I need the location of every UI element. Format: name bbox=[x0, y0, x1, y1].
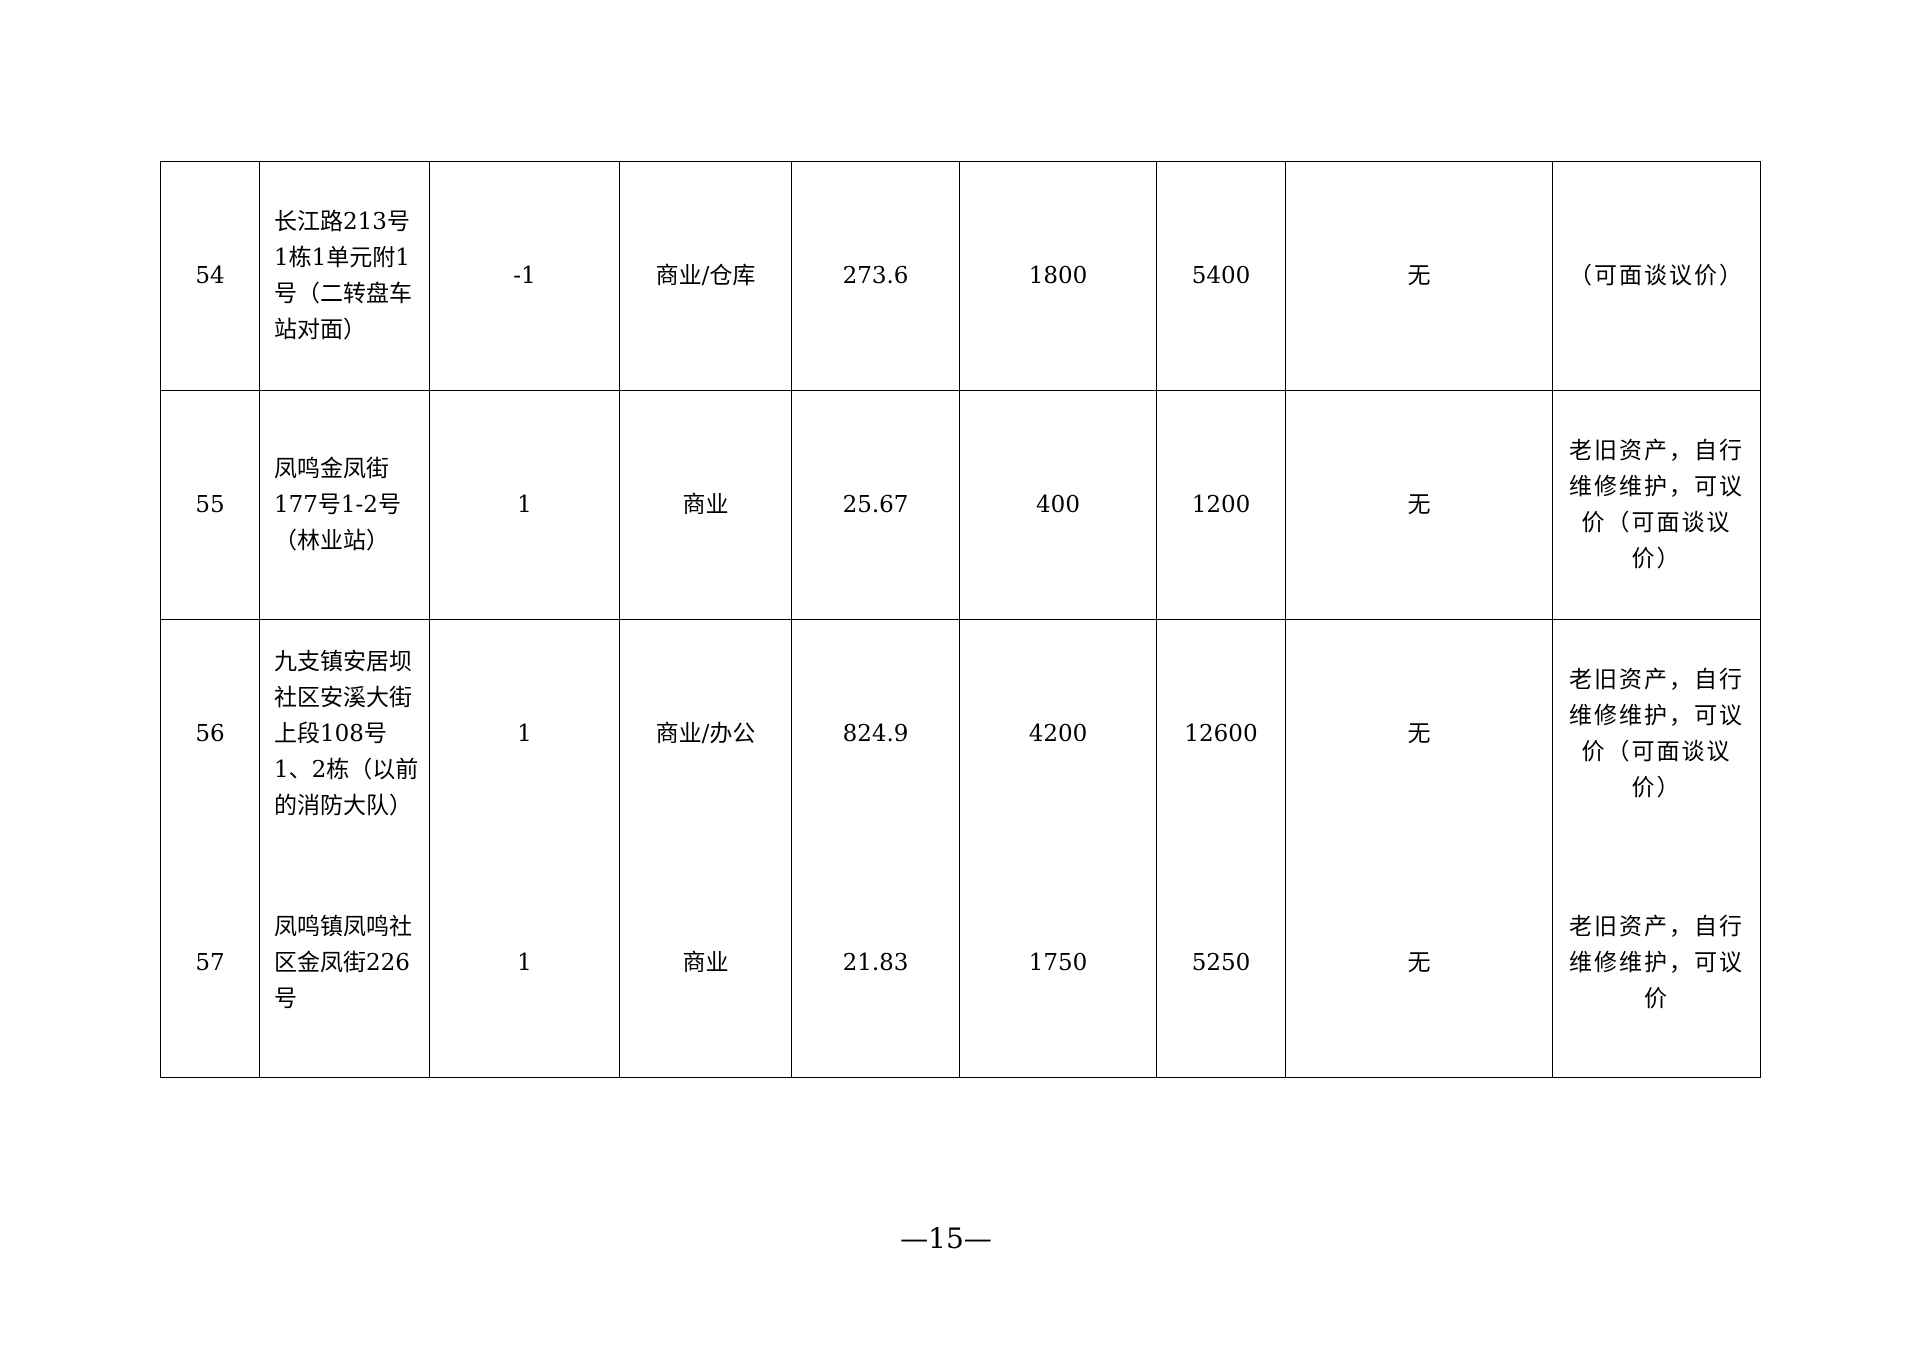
table-row: 57 凤鸣镇凤鸣社区金凤街226号 1 商业 21.83 1750 5250 无老旧资产，自行… bbox=[160, 848, 1761, 1078]
floor-cell: 1 bbox=[429, 848, 620, 1078]
table-row: 56 九支镇安居坝社区安溪大街上段108号1、2栋（以前的消防大队） 1 商业/办公 8… bbox=[160, 619, 1761, 849]
note-cell: 老旧资产，自行维修维护，可议价（可面谈议价） bbox=[1552, 390, 1761, 620]
price-total-cell: 5250 bbox=[1156, 848, 1286, 1078]
floor-cell: -1 bbox=[429, 161, 620, 391]
row-number: 56 bbox=[160, 619, 260, 849]
note-cell: （可面谈议价） bbox=[1552, 161, 1761, 391]
area-cell: 824.9 bbox=[791, 619, 960, 849]
price-total-cell: 12600 bbox=[1156, 619, 1286, 849]
price-total-cell: 5400 bbox=[1156, 161, 1286, 391]
usage-cell: 商业/仓库 bbox=[619, 161, 792, 391]
area-cell: 273.6 bbox=[791, 161, 960, 391]
address-cell: 凤鸣镇凤鸣社区金凤街226号 bbox=[259, 848, 430, 1078]
floor-cell: 1 bbox=[429, 390, 620, 620]
price-cell: 1800 bbox=[959, 161, 1157, 391]
area-cell: 25.67 bbox=[791, 390, 960, 620]
row-number: 57 bbox=[160, 848, 260, 1078]
note-cell: 老旧资产，自行维修维护，可议价 bbox=[1552, 848, 1761, 1078]
extra-cell: 无 bbox=[1285, 848, 1553, 1078]
price-cell: 400 bbox=[959, 390, 1157, 620]
price-cell: 1750 bbox=[959, 848, 1157, 1078]
floor-cell: 1 bbox=[429, 619, 620, 849]
address-cell: 九支镇安居坝社区安溪大街上段108号1、2栋（以前的消防大队） bbox=[259, 619, 430, 849]
extra-cell: 无 bbox=[1285, 390, 1553, 620]
note-cell: 老旧资产，自行维修维护，可议价（可面谈议价） bbox=[1552, 619, 1761, 849]
row-number: 54 bbox=[160, 161, 260, 391]
table-row: 55 凤鸣金凤街177号1-2号（林业站） 1 商业 25.67 400 1200 无老旧资产… bbox=[160, 390, 1761, 620]
extra-cell: 无 bbox=[1285, 619, 1553, 849]
property-table: 54 长江路213号1栋1单元附1号（二转盘车站对面） -1 商业/仓库 273.6 18… bbox=[160, 161, 1761, 1078]
usage-cell: 商业/办公 bbox=[619, 619, 792, 849]
area-cell: 21.83 bbox=[791, 848, 960, 1078]
usage-cell: 商业 bbox=[619, 390, 792, 620]
address-cell: 长江路213号1栋1单元附1号（二转盘车站对面） bbox=[259, 161, 430, 391]
page-number: —15— bbox=[900, 1222, 992, 1255]
row-number: 55 bbox=[160, 390, 260, 620]
address-cell: 凤鸣金凤街177号1-2号（林业站） bbox=[259, 390, 430, 620]
table-row: 54 长江路213号1栋1单元附1号（二转盘车站对面） -1 商业/仓库 273.6 18… bbox=[160, 161, 1761, 391]
usage-cell: 商业 bbox=[619, 848, 792, 1078]
price-cell: 4200 bbox=[959, 619, 1157, 849]
extra-cell: 无 bbox=[1285, 161, 1553, 391]
price-total-cell: 1200 bbox=[1156, 390, 1286, 620]
